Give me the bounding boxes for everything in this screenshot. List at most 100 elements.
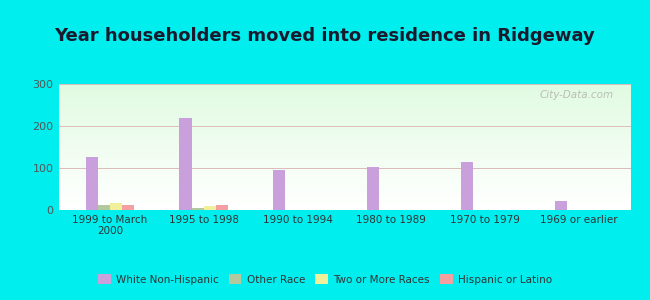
Bar (58, 180, 630, 181)
Bar (58, 110, 630, 111)
Bar (58, 117, 630, 118)
Bar (58, 120, 630, 121)
Bar (58, 160, 630, 161)
Bar (58, 85, 630, 86)
Bar (58, 142, 630, 143)
Bar (58, 123, 630, 124)
Bar (58, 178, 630, 179)
Bar (58, 105, 630, 106)
Bar (58, 122, 630, 123)
Bar (58, 148, 630, 149)
Bar (58, 114, 630, 115)
Bar (58, 124, 630, 125)
Bar (216, 205, 228, 210)
Bar (58, 206, 630, 207)
Bar (58, 134, 630, 135)
Bar (58, 168, 630, 169)
Bar (179, 118, 192, 210)
Bar (58, 191, 630, 192)
Bar (58, 198, 630, 199)
Bar (58, 128, 630, 129)
Bar (58, 143, 630, 144)
Bar (58, 203, 630, 204)
Bar (58, 145, 630, 146)
Bar (58, 150, 630, 151)
Bar (58, 130, 630, 131)
Bar (58, 177, 630, 178)
Bar (554, 201, 567, 210)
Bar (58, 151, 630, 152)
Bar (58, 201, 630, 202)
Bar (58, 207, 630, 208)
Bar (58, 98, 630, 99)
Bar (58, 104, 630, 105)
Bar (58, 113, 630, 114)
Bar (110, 203, 122, 210)
Bar (58, 100, 630, 101)
Bar (58, 154, 630, 155)
Bar (58, 156, 630, 157)
Bar (58, 97, 630, 98)
Bar (58, 112, 630, 113)
Bar (58, 115, 630, 116)
Bar (273, 170, 285, 210)
Bar (58, 186, 630, 187)
Bar (58, 204, 630, 205)
Bar (58, 179, 630, 180)
Bar (58, 195, 630, 196)
Bar (58, 162, 630, 163)
Bar (58, 174, 630, 175)
Text: City-Data.com: City-Data.com (540, 90, 614, 100)
Bar (58, 95, 630, 96)
Bar (58, 194, 630, 195)
Bar (58, 170, 630, 171)
Bar (58, 169, 630, 170)
Bar (58, 136, 630, 137)
Bar (58, 121, 630, 122)
Bar (98, 205, 110, 210)
Bar (58, 163, 630, 164)
Bar (58, 106, 630, 107)
Bar (58, 137, 630, 138)
Bar (58, 102, 630, 103)
Bar (367, 167, 379, 210)
Bar (58, 205, 630, 206)
Bar (58, 149, 630, 150)
Text: Year householders moved into residence in Ridgeway: Year householders moved into residence i… (55, 27, 595, 45)
Bar (58, 202, 630, 203)
Bar (58, 199, 630, 200)
Bar (58, 209, 630, 210)
Bar (58, 116, 630, 117)
Bar (58, 141, 630, 142)
Bar (58, 181, 630, 182)
Bar (58, 144, 630, 145)
Bar (58, 189, 630, 190)
Bar (58, 132, 630, 133)
Bar (58, 172, 630, 173)
Bar (58, 175, 630, 176)
Bar (58, 147, 630, 148)
Bar (58, 89, 630, 90)
Bar (58, 100, 630, 101)
Bar (58, 135, 630, 136)
Bar (58, 129, 630, 130)
Bar (58, 173, 630, 174)
Bar (58, 155, 630, 156)
Bar (58, 159, 630, 160)
Bar (58, 188, 630, 189)
Bar (58, 208, 630, 209)
Bar (58, 103, 630, 104)
Bar (192, 208, 204, 210)
Bar (58, 157, 630, 158)
Bar (58, 138, 630, 139)
Bar (58, 109, 630, 110)
Bar (58, 182, 630, 183)
Bar (58, 90, 630, 91)
Bar (58, 126, 630, 127)
Bar (58, 153, 630, 154)
Bar (58, 171, 630, 172)
Bar (58, 111, 630, 112)
Bar (58, 185, 630, 186)
Bar (58, 131, 630, 132)
Bar (58, 167, 630, 168)
